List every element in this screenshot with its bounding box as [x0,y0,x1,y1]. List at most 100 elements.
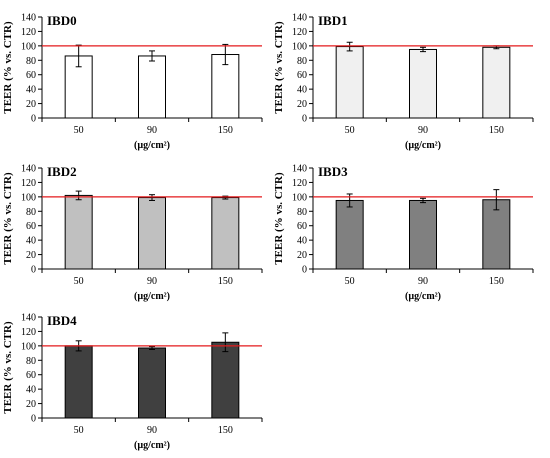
panel-title: IBD2 [47,164,77,179]
y-tick-label: 40 [26,85,36,96]
x-tick-label: 50 [74,276,84,287]
x-axis-label: (µg/cm²) [405,140,441,151]
y-tick-label: 40 [297,85,307,96]
y-tick-label: 20 [26,399,36,410]
y-tick-label: 40 [26,385,36,396]
y-tick-label: 120 [21,178,36,189]
error-bar-90 [420,46,426,53]
bar-90 [138,347,166,419]
y-tick-label: 140 [21,313,36,324]
bar-150 [211,341,240,419]
x-tick-label: 50 [74,125,84,136]
y-tick-label: 60 [26,370,36,381]
y-tick-label: 80 [297,207,307,218]
chart-panel-ibd3: 0 20 40 60 80 100 120 140 50 90 150 IBD3 (µg/cm²) TEE… [273,164,534,302]
error-bar-90 [149,50,155,62]
y-tick-label: 100 [21,192,36,203]
panel-title: IBD1 [318,13,348,28]
y-tick-label: 20 [26,99,36,110]
y-axis-label: TEER (% vs. CTR) [2,321,14,414]
x-tick-label: 90 [418,276,428,287]
y-tick-label: 0 [302,265,307,276]
bar-50 [64,194,93,270]
error-bar-50 [346,41,353,52]
y-tick-label: 140 [21,13,36,24]
error-bar-50 [75,190,82,201]
error-bar-90 [149,194,155,201]
y-tick-label: 60 [26,221,36,232]
x-axis-label: (µg/cm²) [134,140,170,151]
bar-90 [138,197,166,270]
y-tick-label: 120 [21,27,36,38]
x-tick-label: 150 [218,125,233,136]
x-axis-label: (µg/cm²) [134,440,170,451]
y-tick-label: 120 [292,178,307,189]
y-tick-label: 20 [297,99,307,110]
error-bar-150 [222,43,229,66]
error-bar-150 [493,189,500,211]
x-tick-label: 90 [418,125,428,136]
y-tick-label: 80 [26,207,36,218]
x-tick-label: 90 [147,276,157,287]
chart-panel-ibd2: 0 20 40 60 80 100 120 140 50 90 150 IBD2 (µg/cm²) TEE… [2,164,263,302]
y-tick-label: 100 [292,192,307,203]
y-tick-label: 20 [26,250,36,261]
y-tick-label: 0 [302,114,307,125]
y-tick-label: 100 [21,341,36,352]
bar-90 [409,48,437,119]
y-tick-label: 100 [21,41,36,52]
y-tick-label: 140 [292,13,307,24]
x-axis-label: (µg/cm²) [134,291,170,302]
y-tick-label: 100 [292,41,307,52]
bar-50 [335,46,364,119]
x-axis-label: (µg/cm²) [405,291,441,302]
y-tick-label: 80 [297,56,307,67]
x-tick-label: 150 [218,425,233,436]
y-tick-label: 40 [297,236,307,247]
error-bar-150 [222,332,229,353]
error-bar-90 [420,197,426,204]
chart-panel-ibd1: 0 20 40 60 80 100 120 140 50 90 150 IBD1 (µg/cm²) TEE… [273,13,534,151]
x-tick-label: 50 [345,276,355,287]
x-tick-label: 150 [489,276,504,287]
bar-90 [409,199,437,270]
y-tick-label: 80 [26,56,36,67]
panel-title: IBD0 [47,13,77,28]
x-tick-label: 90 [147,425,157,436]
y-tick-label: 0 [31,414,36,425]
y-tick-label: 60 [297,70,307,81]
y-tick-label: 40 [26,236,36,247]
y-tick-label: 120 [21,327,36,338]
x-tick-label: 150 [218,276,233,287]
y-axis-label: TEER (% vs. CTR) [2,172,14,265]
chart-panel-ibd4: 0 20 40 60 80 100 120 140 50 90 150 IBD4 (µg/cm²) TEE… [2,313,263,451]
bar-50 [64,55,93,119]
y-tick-label: 0 [31,265,36,276]
x-tick-label: 150 [489,125,504,136]
y-tick-label: 140 [292,164,307,175]
y-axis-label: TEER (% vs. CTR) [2,21,14,114]
x-tick-label: 50 [74,425,84,436]
y-tick-label: 120 [292,27,307,38]
y-axis-label: TEER (% vs. CTR) [273,21,285,114]
error-bar-50 [75,44,82,68]
y-axis-label: TEER (% vs. CTR) [273,172,285,265]
error-bar-90 [149,346,155,350]
y-tick-label: 80 [26,356,36,367]
y-tick-label: 60 [297,221,307,232]
x-tick-label: 50 [345,125,355,136]
y-tick-label: 140 [21,164,36,175]
bar-150 [211,197,240,270]
panel-title: IBD3 [318,164,348,179]
y-tick-label: 20 [297,250,307,261]
chart-panel-ibd0: 0 20 40 60 80 100 120 140 50 90 150 IBD0 (µg/cm²) TEE… [2,13,263,151]
error-bar-50 [346,193,353,208]
y-tick-label: 60 [26,70,36,81]
y-tick-label: 0 [31,114,36,125]
bar-50 [64,345,93,419]
bar-90 [138,55,166,119]
bar-50 [335,199,364,270]
panel-title: IBD4 [47,313,77,328]
bar-150 [482,46,511,119]
